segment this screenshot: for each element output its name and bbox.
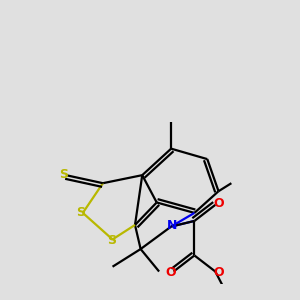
- Text: O: O: [213, 197, 224, 210]
- Text: S: S: [76, 206, 85, 219]
- Text: S: S: [107, 234, 116, 247]
- Text: O: O: [165, 266, 176, 279]
- Text: S: S: [59, 168, 68, 181]
- Text: N: N: [167, 219, 178, 232]
- Text: O: O: [214, 266, 224, 279]
